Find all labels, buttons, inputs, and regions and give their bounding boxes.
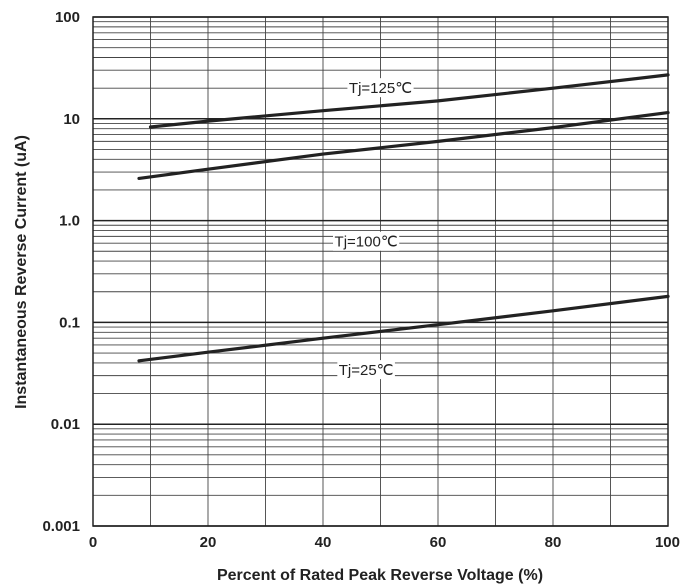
series-line-1 [137,110,670,180]
curve-label-1: Tj=100℃ [335,234,398,251]
x-tick-label: 60 [430,534,447,551]
series-line-0 [148,73,670,129]
curve-label-2: Tj=25℃ [339,362,394,379]
curve-label-bg [337,360,395,380]
x-tick-label: 80 [545,534,562,551]
y-tick-label: 10 [63,111,80,128]
y-tick-label: 0.1 [59,314,80,331]
plot-frame [92,16,669,527]
series-layer [137,73,670,363]
x-tick-label: 0 [89,534,97,551]
y-tick-label: 100 [55,9,80,26]
y-tick-label: 1.0 [59,213,80,230]
x-tick-label: 40 [315,534,332,551]
x-tick-labels: 0 20 40 60 80 100 [89,534,680,551]
y-tick-label: 0.01 [51,416,80,433]
y-tick-label: 0.001 [42,518,80,535]
x-tick-label: 100 [655,534,680,551]
x-tick-label: 20 [200,534,217,551]
y-axis-title: Instantaneous Reverse Current (uA) [13,135,30,409]
curve-label-bg [347,78,414,98]
curve-label-0: Tj=125℃ [349,80,412,97]
series-line-2 [137,294,670,363]
x-axis-title: Percent of Rated Peak Reverse Voltage (%… [217,567,543,584]
annotation-layer: Tj=125℃ Tj=100℃ Tj=25℃ [333,78,414,380]
y-tick-labels: 0.001 0.01 0.1 1.0 10 100 [42,9,80,535]
curve-label-bg [333,231,400,251]
